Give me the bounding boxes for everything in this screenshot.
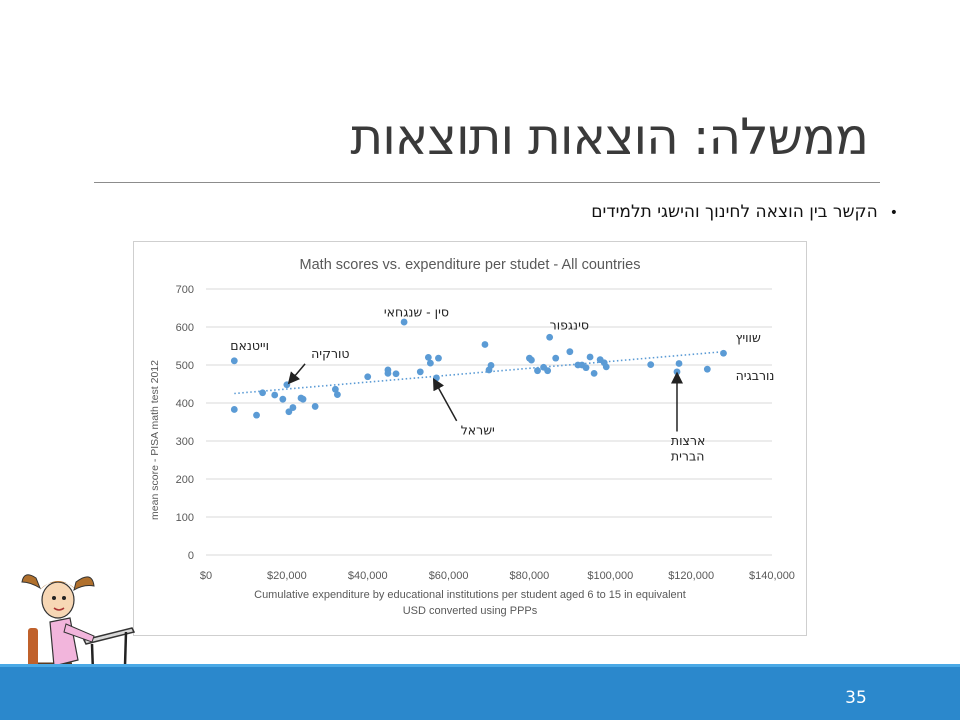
annotation-label: שוויץ: [736, 330, 761, 345]
bullet-text: הקשר בין הוצאה לחינוך והישגי תלמידים: [591, 202, 878, 222]
data-point: [333, 391, 341, 399]
annotation-label: ארצות: [671, 433, 705, 448]
annotation-label: טורקיה: [311, 346, 349, 361]
data-point: [433, 374, 440, 382]
data-point: [546, 333, 554, 341]
data-point: [544, 367, 552, 375]
annotation-label: נורבגיה: [736, 368, 775, 383]
data-point: [590, 369, 598, 377]
data-point: [435, 354, 442, 362]
y-tick-label: 600: [176, 322, 194, 334]
data-point: [384, 369, 392, 377]
annotation-label: ישראל: [461, 423, 495, 438]
data-point: [602, 363, 610, 371]
bullet-symbol: •: [889, 205, 898, 221]
y-tick-label: 200: [176, 474, 194, 486]
slide-title: ממשלה: הוצאות ותוצאות: [350, 108, 869, 166]
data-point: [673, 368, 681, 376]
y-tick-label: 300: [176, 436, 194, 448]
y-axis-label: mean score - PISA math test 2012: [149, 360, 161, 520]
data-point: [534, 367, 541, 375]
annotation-label: סין - שנגחאי: [384, 304, 449, 319]
data-point: [259, 389, 266, 397]
x-tick-label: $100,000: [587, 570, 633, 582]
data-point: [392, 370, 400, 378]
data-point: [311, 403, 319, 410]
x-tick-label: $20,000: [267, 570, 307, 582]
data-point: [566, 348, 574, 356]
page-number: 35: [845, 688, 867, 708]
y-tick-label: 0: [188, 550, 194, 562]
data-point: [426, 359, 434, 367]
data-point: [230, 357, 238, 365]
y-tick-labels: 0 100 200 300 400 500 600 700: [176, 284, 194, 562]
data-point: [582, 364, 590, 372]
annotation-arrow: [432, 377, 458, 422]
x-tick-label: $120,000: [668, 570, 714, 582]
data-point: [416, 368, 424, 376]
data-point: [487, 361, 495, 369]
y-tick-label: 400: [176, 398, 194, 410]
data-point: [230, 406, 238, 413]
annotation-arrows: [287, 363, 683, 432]
data-point: [271, 391, 279, 399]
data-point: [720, 349, 727, 357]
y-tick-label: 100: [176, 512, 194, 524]
data-point: [253, 411, 260, 419]
annotation-arrow: [287, 363, 306, 385]
data-points: [230, 318, 727, 419]
data-point: [528, 356, 535, 364]
x-axis-label-line-2: USD converted using PPPs: [403, 605, 538, 617]
data-point: [279, 395, 287, 403]
y-tick-label: 700: [176, 284, 194, 296]
data-point: [364, 373, 372, 381]
annotation-labels: וייטנאם טורקיה סין - שנגחאי סינגפור שוויץ נור…: [230, 304, 774, 463]
data-point: [647, 361, 655, 369]
data-point: [675, 360, 683, 367]
data-point: [424, 354, 432, 361]
data-point: [289, 404, 297, 411]
annotation-label: סינגפור: [550, 318, 589, 333]
data-point: [552, 354, 560, 362]
annotation-label: וייטנאם: [230, 338, 269, 353]
x-tick-label: $0: [200, 570, 212, 582]
chart-title: Math scores vs. expenditure per studet -…: [300, 257, 641, 273]
trendline-group: [234, 350, 724, 395]
x-tick-labels: $0 $20,000 $40,000 $60,000 $80,000 $100,000 $1…: [200, 570, 795, 582]
data-point: [283, 381, 291, 389]
data-point: [586, 353, 594, 361]
bullet-item: • הקשר בין הוצאה לחינוך והישגי תלמידים: [591, 202, 898, 222]
x-tick-label: $140,000: [749, 570, 795, 582]
x-tick-label: $60,000: [429, 570, 469, 582]
scatter-chart: Math scores vs. expenditure per studet -…: [133, 241, 807, 636]
data-point: [400, 318, 408, 326]
y-tick-label: 500: [176, 360, 194, 372]
annotation-label: הברית: [671, 448, 704, 463]
x-tick-label: $80,000: [510, 570, 550, 582]
footer-bar: [0, 664, 960, 720]
x-tick-label: $40,000: [348, 570, 388, 582]
data-point: [703, 365, 711, 373]
data-point: [331, 385, 339, 393]
chart-svg: Math scores vs. expenditure per studet -…: [149, 257, 795, 617]
data-point: [481, 341, 489, 348]
trendline: [234, 350, 724, 395]
data-point: [299, 395, 307, 403]
title-divider: [94, 182, 880, 183]
data-point: [285, 408, 293, 416]
x-axis-label-line-1: Cumulative expenditure by educational in…: [254, 589, 686, 601]
